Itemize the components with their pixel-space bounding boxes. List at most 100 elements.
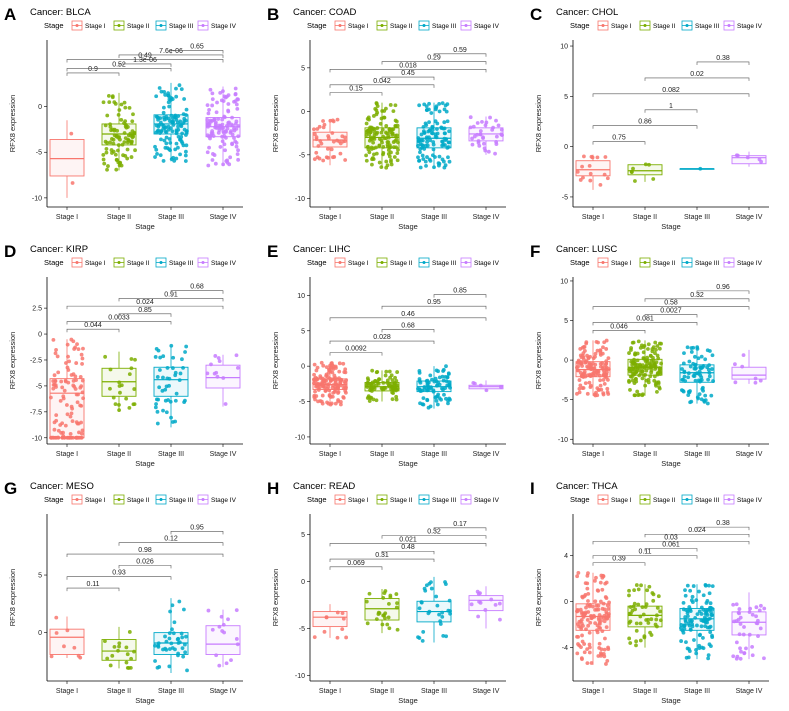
- data-point: [386, 151, 391, 156]
- data-point: [638, 621, 643, 626]
- data-point: [692, 366, 697, 371]
- data-point: [589, 362, 593, 367]
- legend-label: Stage III: [695, 260, 719, 267]
- data-point: [693, 362, 698, 367]
- data-point: [595, 348, 600, 353]
- data-point: [109, 148, 114, 152]
- data-point: [630, 360, 635, 365]
- legend-key-dot: [159, 24, 163, 27]
- significance-bracket: 0.31: [329, 552, 435, 563]
- data-point: [329, 147, 334, 152]
- data-point: [642, 373, 646, 377]
- data-point: [604, 361, 609, 366]
- data-point: [604, 625, 609, 630]
- data-point: [441, 633, 446, 638]
- data-point: [229, 122, 234, 127]
- x-tick-label: Stage II: [370, 214, 394, 221]
- data-point: [442, 392, 446, 397]
- data-point: [65, 412, 70, 417]
- data-point: [595, 628, 599, 633]
- data-point: [440, 614, 445, 619]
- data-point: [577, 619, 582, 624]
- data-point: [691, 584, 696, 588]
- data-point: [695, 612, 700, 617]
- data-point: [167, 664, 172, 669]
- data-point: [123, 105, 128, 110]
- data-point: [343, 158, 348, 162]
- significance-bracket: 0.17: [433, 521, 487, 531]
- significance-bracket: 0.59: [433, 47, 487, 57]
- data-point: [737, 607, 742, 611]
- data-point: [61, 394, 66, 399]
- data-point: [328, 379, 333, 383]
- data-point: [602, 619, 607, 624]
- data-point: [234, 102, 239, 107]
- data-point: [364, 599, 369, 604]
- data-point: [630, 340, 635, 345]
- y-axis-label: RFX8 expression: [271, 95, 280, 153]
- y-tick-label: -10: [295, 673, 305, 680]
- data-point: [654, 617, 659, 622]
- data-point: [176, 134, 181, 139]
- data-point: [366, 115, 371, 120]
- p-value-label: 0.58: [664, 300, 678, 307]
- legend-key-dot: [201, 261, 205, 264]
- data-point: [445, 102, 450, 107]
- data-point: [223, 148, 227, 153]
- data-point: [366, 378, 371, 382]
- x-tick-label: Stage IV: [736, 451, 763, 458]
- data-point: [582, 650, 587, 655]
- data-point: [80, 390, 85, 395]
- panel-title: Cancer: KIRP: [30, 244, 88, 255]
- data-point: [171, 155, 176, 160]
- data-point: [367, 591, 372, 596]
- bracket-line: [644, 548, 698, 552]
- bracket-line: [66, 305, 224, 310]
- data-point: [374, 101, 379, 106]
- legend-key-dot: [117, 24, 121, 27]
- y-tick-label: -5: [299, 399, 305, 406]
- data-point: [364, 158, 369, 163]
- data-point: [174, 117, 179, 122]
- box-stage-3: [153, 82, 189, 163]
- data-point: [168, 119, 172, 124]
- legend-key-dot: [727, 261, 731, 264]
- data-point: [328, 118, 333, 123]
- data-point: [607, 600, 611, 605]
- data-point: [382, 591, 387, 595]
- data-point: [580, 657, 584, 662]
- legend-item-1: Stage I: [71, 20, 106, 31]
- p-value-label: 0.12: [164, 536, 178, 543]
- data-point: [336, 389, 341, 394]
- x-axis-label: Stage: [661, 459, 681, 468]
- data-point: [215, 374, 220, 379]
- box-stage-4: [205, 86, 241, 168]
- data-point: [602, 613, 607, 618]
- significance-bracket: 0.32: [644, 292, 750, 302]
- data-point: [683, 593, 688, 598]
- data-point: [602, 172, 607, 177]
- data-point: [634, 621, 639, 626]
- data-point: [75, 342, 79, 346]
- y-tick-label: -5: [299, 626, 305, 633]
- data-point: [378, 121, 383, 126]
- data-point: [735, 654, 740, 659]
- legend-label: Stage IV: [737, 23, 763, 30]
- data-point: [155, 421, 160, 426]
- data-point: [653, 367, 658, 371]
- bracket-line: [381, 550, 435, 555]
- data-point: [592, 614, 597, 619]
- data-point: [659, 361, 664, 366]
- data-point: [161, 375, 165, 380]
- data-point: [682, 623, 687, 628]
- data-point: [340, 627, 345, 632]
- data-point: [216, 130, 221, 135]
- box-stage-3: [679, 582, 715, 661]
- data-point: [389, 162, 394, 167]
- legend-item-2: Stage II: [113, 494, 150, 505]
- data-point: [699, 378, 704, 382]
- box-stage-1: [312, 360, 349, 407]
- data-point: [49, 654, 54, 659]
- y-tick-label: 5: [301, 328, 305, 335]
